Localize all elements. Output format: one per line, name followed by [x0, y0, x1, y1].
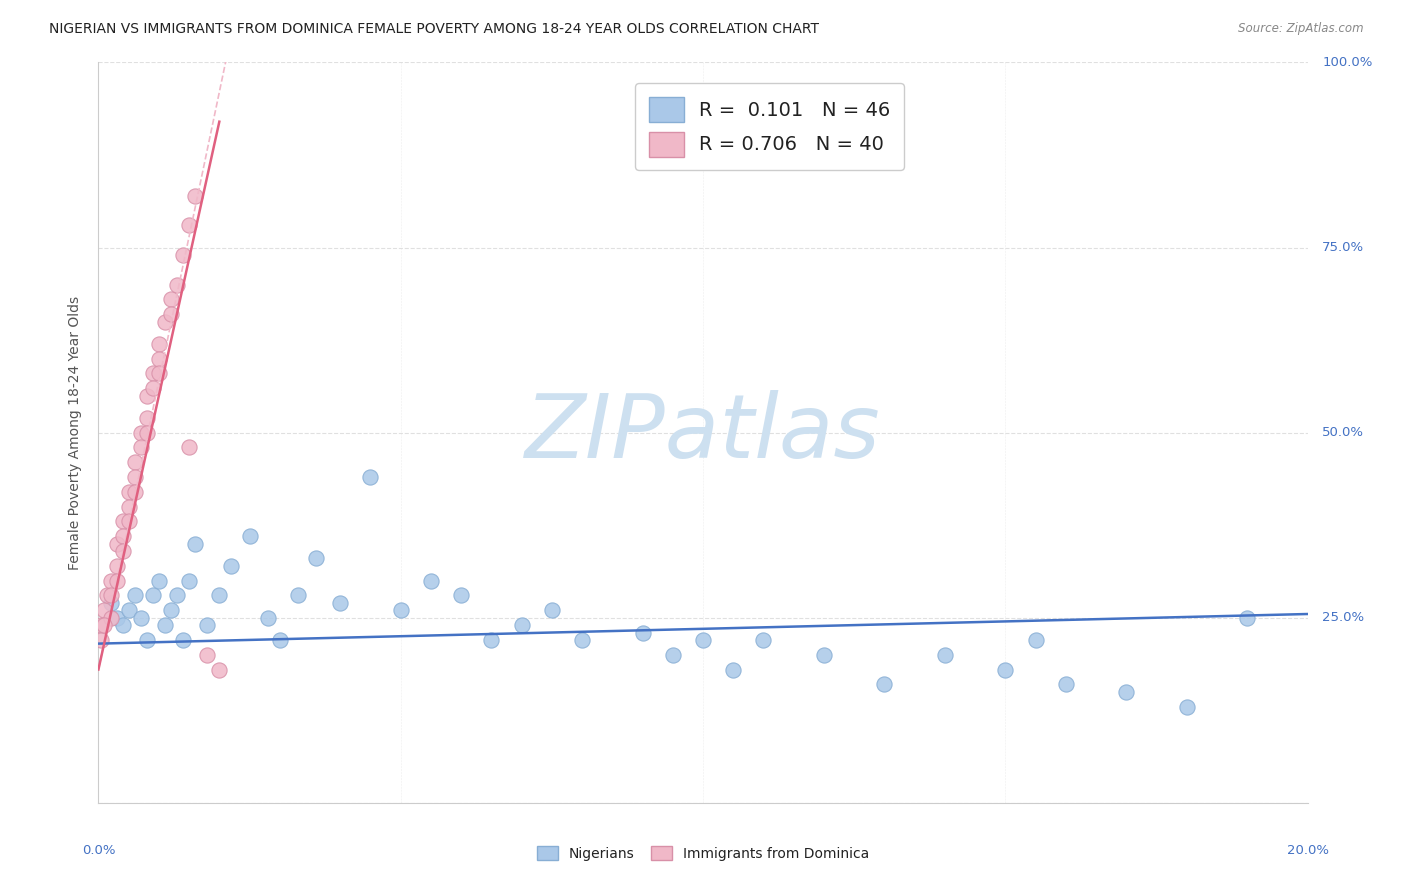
Point — [135, 410, 157, 425]
Point — [1024, 632, 1046, 647]
Point — [90, 632, 112, 647]
Point — [160, 293, 183, 307]
Point — [129, 610, 152, 624]
Point — [124, 589, 146, 603]
Point — [100, 589, 122, 603]
Point — [105, 536, 128, 550]
Point — [481, 632, 503, 647]
Point — [184, 536, 207, 550]
Point — [148, 367, 170, 381]
Point — [111, 544, 134, 558]
Point — [195, 618, 218, 632]
Point — [934, 648, 956, 662]
Point — [184, 188, 207, 202]
Point — [389, 603, 412, 617]
Text: 50.0%: 50.0% — [1322, 426, 1364, 439]
Point — [118, 603, 141, 617]
Point — [142, 381, 165, 395]
Y-axis label: Female Poverty Among 18-24 Year Olds: Female Poverty Among 18-24 Year Olds — [69, 295, 83, 570]
Text: 75.0%: 75.0% — [1322, 241, 1364, 254]
Text: 100.0%: 100.0% — [1322, 56, 1372, 69]
Point — [148, 351, 170, 366]
Point — [221, 558, 243, 573]
Point — [269, 632, 291, 647]
Legend: Nigerians, Immigrants from Dominica: Nigerians, Immigrants from Dominica — [531, 840, 875, 866]
Text: 25.0%: 25.0% — [1322, 611, 1364, 624]
Point — [873, 677, 896, 691]
Point — [135, 388, 157, 402]
Point — [100, 610, 122, 624]
Point — [135, 632, 157, 647]
Point — [111, 515, 134, 529]
Point — [148, 574, 170, 588]
Point — [124, 455, 146, 469]
Point — [256, 610, 278, 624]
Point — [111, 529, 134, 543]
Point — [239, 529, 262, 543]
Point — [994, 663, 1017, 677]
Point — [631, 625, 654, 640]
Point — [208, 589, 231, 603]
Point — [172, 632, 194, 647]
Point — [160, 603, 183, 617]
Point — [111, 618, 134, 632]
Point — [723, 663, 745, 677]
Point — [571, 632, 593, 647]
Point — [1115, 685, 1137, 699]
Point — [124, 484, 146, 499]
Point — [142, 367, 165, 381]
Point — [100, 574, 122, 588]
Point — [96, 589, 118, 603]
Point — [540, 603, 562, 617]
Point — [179, 441, 201, 455]
Point — [813, 648, 835, 662]
Point — [153, 618, 176, 632]
Point — [329, 596, 352, 610]
Point — [129, 441, 152, 455]
Point — [360, 470, 382, 484]
Point — [692, 632, 714, 647]
Point — [510, 618, 533, 632]
Point — [129, 425, 152, 440]
Point — [142, 589, 165, 603]
Point — [90, 618, 112, 632]
Point — [1236, 610, 1258, 624]
Point — [105, 574, 128, 588]
Point — [661, 648, 683, 662]
Point — [179, 219, 201, 233]
Point — [172, 248, 194, 262]
Point — [160, 307, 183, 321]
Text: ZIPatlas: ZIPatlas — [526, 390, 880, 475]
Point — [166, 589, 188, 603]
Text: NIGERIAN VS IMMIGRANTS FROM DOMINICA FEMALE POVERTY AMONG 18-24 YEAR OLDS CORREL: NIGERIAN VS IMMIGRANTS FROM DOMINICA FEM… — [49, 22, 820, 37]
Point — [153, 314, 176, 328]
Point — [118, 484, 141, 499]
Point — [135, 425, 157, 440]
Point — [93, 618, 115, 632]
Point — [208, 663, 231, 677]
Point — [100, 596, 122, 610]
Point — [93, 603, 115, 617]
Point — [124, 470, 146, 484]
Point — [287, 589, 309, 603]
Point — [450, 589, 472, 603]
Text: 20.0%: 20.0% — [1286, 844, 1329, 856]
Point — [118, 500, 141, 514]
Point — [148, 336, 170, 351]
Point — [105, 558, 128, 573]
Point — [118, 515, 141, 529]
Point — [1054, 677, 1077, 691]
Point — [195, 648, 218, 662]
Point — [105, 610, 128, 624]
Point — [179, 574, 201, 588]
Text: 0.0%: 0.0% — [82, 844, 115, 856]
Point — [420, 574, 443, 588]
Point — [305, 551, 328, 566]
Point — [166, 277, 188, 292]
Point — [1175, 699, 1198, 714]
Point — [752, 632, 775, 647]
Text: Source: ZipAtlas.com: Source: ZipAtlas.com — [1239, 22, 1364, 36]
